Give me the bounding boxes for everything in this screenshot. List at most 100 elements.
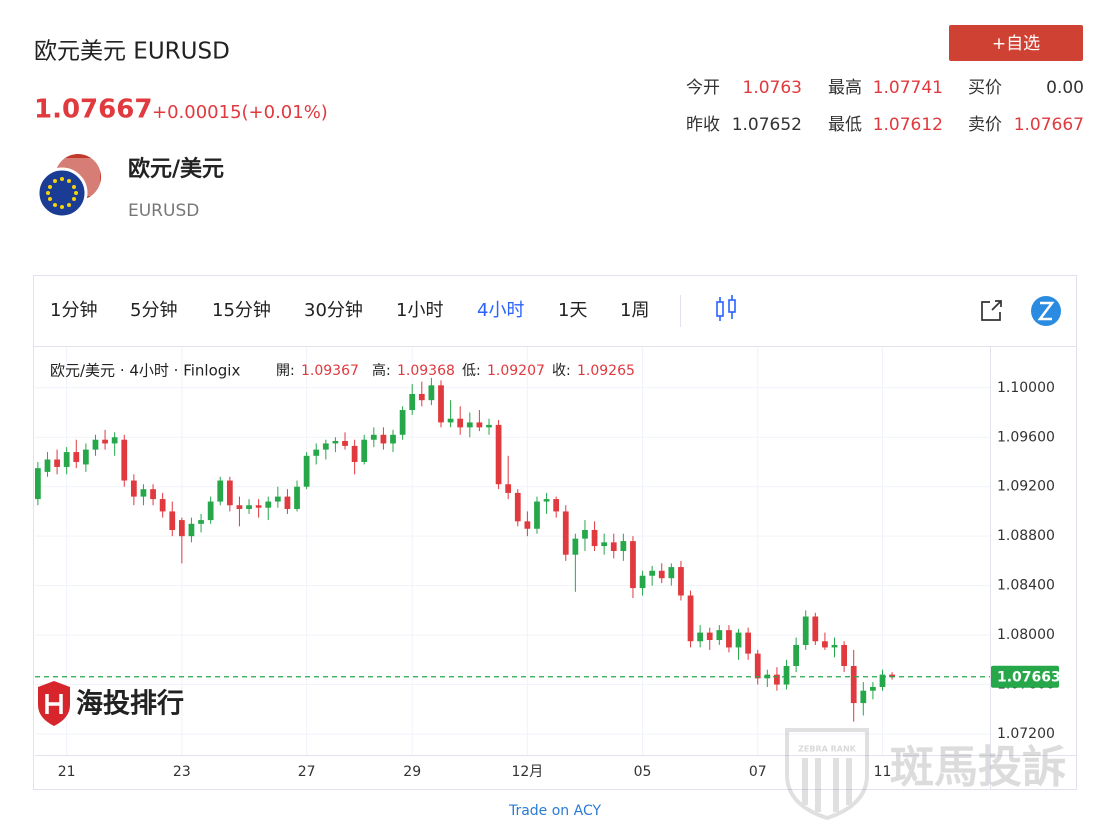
last-price: 1.07667 <box>34 95 152 125</box>
x-tick-label: 05 <box>634 764 652 780</box>
candle-body <box>649 570 656 576</box>
legend-value: 1.09265 <box>577 363 635 379</box>
y-tick-label: 1.08800 <box>997 528 1055 544</box>
candle-body <box>678 567 684 596</box>
watchlist-button[interactable]: +自选 <box>949 25 1083 61</box>
candle-body <box>92 439 99 450</box>
legend-value: 1.09368 <box>397 363 455 379</box>
candle-body <box>870 687 876 691</box>
candle-body <box>370 434 377 440</box>
x-tick-label: 23 <box>173 764 191 780</box>
stat-value: 1.07741 <box>873 78 943 98</box>
stat-label: 昨收 <box>686 115 720 135</box>
chart-type-button[interactable] <box>716 295 736 321</box>
button-label[interactable]: +自选 <box>992 34 1040 54</box>
chart-legend-ohlc: 開: 1.09367 高: 1.09368 低: 1.09207 收: 1.09265 <box>276 362 635 379</box>
y-tick-label: 1.10000 <box>997 380 1055 396</box>
price-change: +0.00015(+0.01%) <box>152 102 328 123</box>
candle-body <box>342 440 348 446</box>
candle-body <box>495 424 502 485</box>
candle-body <box>706 632 713 641</box>
watermark-left: 海投排行 <box>38 681 184 726</box>
candle-body <box>850 665 857 704</box>
candle-body <box>553 499 560 512</box>
footer-link[interactable]: Trade on ACY <box>508 803 602 819</box>
candle-body <box>226 480 233 506</box>
legend-label: 高: <box>372 362 391 379</box>
grid <box>35 347 990 755</box>
candle-body <box>457 418 464 428</box>
x-tick-label: 07 <box>749 764 767 780</box>
x-tick-label: 29 <box>403 764 421 780</box>
watermark-left-text: 海投排行 <box>76 688 184 720</box>
flag-icon <box>36 154 101 219</box>
instrument-name: 欧元/美元 <box>128 156 224 182</box>
logo-button[interactable] <box>1031 296 1061 326</box>
candle-body <box>380 434 387 444</box>
page-title: 欧元美元 EURUSD <box>34 39 230 65</box>
candle-body <box>697 632 704 642</box>
legend-value: 1.09367 <box>301 363 359 379</box>
interval-button[interactable]: 5分钟 <box>130 300 177 321</box>
x-tick-label: 21 <box>58 764 76 780</box>
interval-button[interactable]: 30分钟 <box>304 300 363 321</box>
interval-button[interactable]: 4小时 <box>477 300 524 321</box>
x-tick-label: 27 <box>298 764 316 780</box>
stat-value: 1.07612 <box>873 115 943 135</box>
y-tick-label: 1.08000 <box>997 627 1055 643</box>
candle-body <box>207 501 214 521</box>
legend-label: 收: <box>552 363 571 379</box>
candle-body <box>630 541 636 589</box>
stat-label: 卖价 <box>968 115 1002 135</box>
candle-body <box>284 496 291 509</box>
candle-body <box>130 480 137 497</box>
candle-body <box>745 632 752 654</box>
x-tick-label: 12月 <box>511 764 543 780</box>
candle-body <box>582 529 588 539</box>
interval-button[interactable]: 1天 <box>558 300 587 321</box>
candle-body <box>322 443 329 450</box>
stat-label: 最低 <box>828 115 862 135</box>
candle-body <box>601 542 608 547</box>
candle-body <box>572 538 579 555</box>
candle-body <box>35 468 41 500</box>
candle-body <box>351 445 358 462</box>
candle-body <box>73 452 80 462</box>
chart-legend-symbol: 欧元/美元 · 4小时 · Finlogix <box>50 362 240 380</box>
candle-body <box>274 496 281 502</box>
candle-body <box>399 410 406 435</box>
candle-body <box>217 480 224 502</box>
candle-body <box>82 449 89 465</box>
y-tick-label: 1.09600 <box>997 429 1055 445</box>
plot-area: 1.072001.076001.080001.084001.088001.092… <box>35 347 1076 790</box>
stat-value: 1.0763 <box>743 78 802 98</box>
candle-body <box>438 385 444 423</box>
candle-body <box>524 521 531 529</box>
candle-body <box>620 541 627 551</box>
popout-button[interactable] <box>981 300 1002 321</box>
interval-button[interactable]: 1小时 <box>396 300 443 321</box>
interval-button[interactable]: 1周 <box>620 300 649 321</box>
candle-body <box>63 452 70 467</box>
interval-button[interactable]: 15分钟 <box>212 300 271 321</box>
interval-toolbar: 1分钟 5分钟 15分钟 30分钟 1小时 4小时 1天 1周 <box>50 300 649 321</box>
candle-body <box>822 641 828 648</box>
candle-body <box>812 616 819 642</box>
chart-card <box>33 275 1077 790</box>
candle-body <box>54 459 60 467</box>
candle-body <box>390 434 396 444</box>
candle-body <box>361 439 368 462</box>
candle-body <box>505 484 512 493</box>
current-price-label: 1.07663 <box>997 670 1061 686</box>
candle-body <box>44 459 51 472</box>
candle-body <box>889 674 895 678</box>
interval-button[interactable]: 1分钟 <box>50 300 97 321</box>
candle-body <box>303 455 310 487</box>
legend-value: 1.09207 <box>487 363 545 379</box>
candle-body <box>514 492 521 522</box>
candle-body <box>102 439 108 444</box>
button-bg[interactable] <box>949 25 1083 61</box>
y-tick-label: 1.08400 <box>997 578 1055 594</box>
candle-body <box>294 486 300 509</box>
candle-body <box>802 616 809 645</box>
